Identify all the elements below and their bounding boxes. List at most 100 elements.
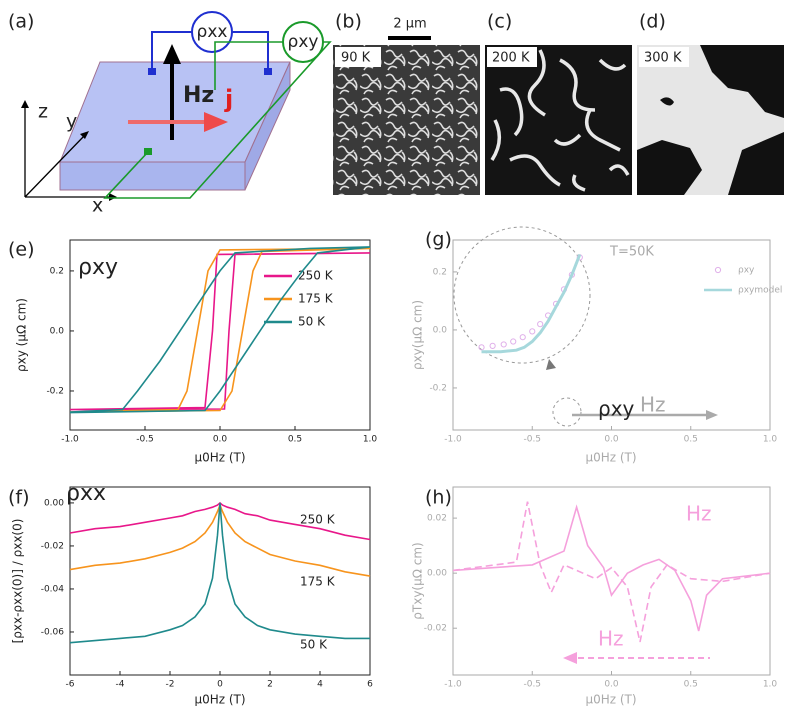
temperature-box xyxy=(335,47,381,67)
y-axis-label: ρxy (μΩ cm) xyxy=(15,298,29,372)
y-tick-label: 0.2 xyxy=(433,267,447,277)
panel-c: (c) 200 K xyxy=(485,11,632,195)
panel-label: (d) xyxy=(639,11,666,33)
legend-label: 50 K xyxy=(298,315,326,329)
x-tick-label: 2 xyxy=(267,680,273,690)
x-axis-label: μ0Hz (T) xyxy=(194,451,245,465)
temperature: 90 K xyxy=(341,51,371,66)
x-tick-label: 0.5 xyxy=(684,680,698,690)
y-tick-label: 0.00 xyxy=(427,569,447,579)
y-tick-label: -0.2 xyxy=(429,383,447,393)
x-tick-label: 0 xyxy=(217,680,223,690)
contact xyxy=(144,148,152,155)
sample-front xyxy=(59,161,246,191)
x-tick-label: 0.5 xyxy=(684,435,698,445)
axis-label: x xyxy=(92,195,103,217)
legend-marker xyxy=(714,266,722,274)
data-point xyxy=(529,328,536,335)
panel-label: (g) xyxy=(425,229,452,251)
x-tick-label: -1.0 xyxy=(444,435,462,445)
contact xyxy=(264,68,272,75)
series-line xyxy=(69,502,370,644)
y-tick-label: -0.04 xyxy=(41,584,65,594)
x-tick-label: 1.0 xyxy=(763,680,778,690)
legend-label: ρxy xyxy=(738,266,755,276)
temperature-box xyxy=(487,47,537,67)
data-point xyxy=(489,342,496,349)
y-tick-label: -0.02 xyxy=(41,541,64,551)
meter-label: ρxx xyxy=(197,22,228,42)
current-arrow-head xyxy=(204,112,228,132)
annotation: Hz xyxy=(686,502,712,526)
sample-side xyxy=(244,61,291,191)
y-tick-label: 0.0 xyxy=(50,326,65,336)
y-axis-label: ρTxy(μΩ cm) xyxy=(411,542,425,619)
x-tick-label: 0.5 xyxy=(288,435,302,445)
panel-b: (b) 2 μm 90 K xyxy=(333,11,480,195)
panel-label: (b) xyxy=(335,11,362,33)
panel-a: (a) z y x ρxx ρxy Hz j xyxy=(8,11,332,217)
rho-xy-meter xyxy=(282,21,324,63)
scale-label: 2 μm xyxy=(393,17,426,32)
y-tick-label: -0.2 xyxy=(46,386,64,396)
x-tick-label: 0.0 xyxy=(604,435,619,445)
field-arrow-head xyxy=(706,410,718,420)
y-tick-label: 0.02 xyxy=(427,514,447,524)
rho-xx-wires xyxy=(151,31,269,72)
y-axis-label: ρxy(μΩ cm) xyxy=(411,300,425,370)
series-line xyxy=(452,504,771,632)
x-tick-label: -0.5 xyxy=(523,435,541,445)
series-line xyxy=(69,246,371,414)
annotation: Hz xyxy=(640,393,666,417)
domains xyxy=(637,45,784,195)
legend-label: 50 K xyxy=(300,638,328,652)
data-point xyxy=(537,321,544,328)
x-tick-label: 1.0 xyxy=(363,435,378,445)
series-line xyxy=(481,253,582,354)
x-tick-label: -4 xyxy=(116,680,125,690)
legend-label: 250 K xyxy=(298,269,334,283)
data-point xyxy=(519,334,526,341)
domains xyxy=(490,49,630,192)
rho-xy-wires xyxy=(103,41,332,199)
legend-label: 250 K xyxy=(300,513,336,527)
chart: (e) -1.0 -0.5 0.0 0.5 1.0 -0.2 0.0 0.2 μ0Hz (T) ρx… xyxy=(8,239,377,465)
legend-label: 175 K xyxy=(298,292,334,306)
y-tick-label: 0.0 xyxy=(433,325,448,335)
temperature: 300 K xyxy=(644,51,682,66)
y-axis-label: [ρxx-ρxx(0)] / ρxx(0) xyxy=(11,519,25,644)
micrograph xyxy=(485,45,632,195)
y-tick-label: -0.06 xyxy=(41,627,65,637)
y-tick-label: 0.00 xyxy=(44,498,64,508)
y-tick-label: -0.02 xyxy=(424,624,447,634)
zoom-pointer xyxy=(546,359,556,370)
legend-label: 175 K xyxy=(300,575,336,589)
x-tick-label: -6 xyxy=(66,680,75,690)
x-tick-label: -2 xyxy=(166,680,175,690)
x-tick-label: -0.5 xyxy=(523,680,541,690)
x-tick-label: 4 xyxy=(317,680,323,690)
current-label: j xyxy=(224,85,233,113)
x-tick-label: 0.0 xyxy=(604,680,619,690)
meter-label: ρxy xyxy=(288,32,319,52)
zoom-source xyxy=(552,397,582,427)
x-axis-label: μ0Hz (T) xyxy=(194,693,245,707)
zoom-circle xyxy=(453,226,591,364)
series-line xyxy=(452,501,771,643)
axis-label: y xyxy=(66,111,77,133)
panel-label: (c) xyxy=(487,11,512,33)
panel-label: (h) xyxy=(425,487,452,509)
panel-label: (a) xyxy=(8,11,34,33)
x-axis-label: μ0Hz (T) xyxy=(585,693,636,707)
x-tick-label: 6 xyxy=(367,680,373,690)
series-line xyxy=(69,247,371,413)
x-tick-label: 0.0 xyxy=(213,435,228,445)
annotation: ρxx xyxy=(66,481,106,506)
panel-d: (d) 300 K xyxy=(637,11,784,195)
x-tick-label: -0.5 xyxy=(136,435,154,445)
annotation: T=50K xyxy=(609,245,654,260)
x-tick-label: 1.0 xyxy=(763,435,778,445)
annotation: ρxy xyxy=(78,255,118,280)
panel-label: (e) xyxy=(8,239,35,261)
